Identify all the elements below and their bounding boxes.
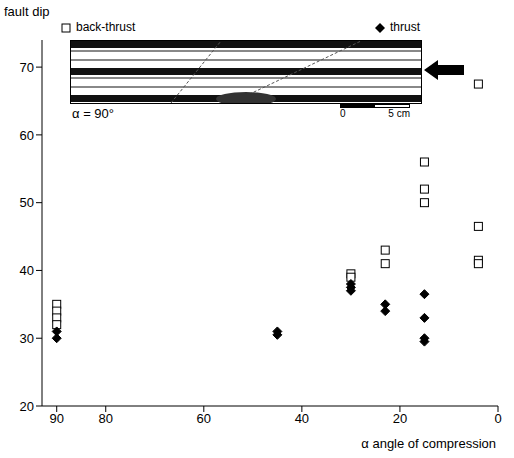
svg-text:20: 20	[393, 411, 407, 426]
html-text:thrust: thrust	[390, 20, 420, 34]
html-text:back-thrust: back-thrust	[76, 20, 136, 34]
html-text:5 cm: 5 cm	[388, 108, 410, 119]
svg-text:50: 50	[20, 195, 34, 210]
svg-text:60: 60	[20, 128, 34, 143]
svg-text:α angle of compression: α angle of compression	[361, 436, 496, 451]
svg-text:70: 70	[20, 60, 34, 75]
html-text:α = 90°: α = 90°	[72, 106, 114, 121]
svg-text:20: 20	[20, 399, 34, 414]
svg-text:40: 40	[20, 263, 34, 278]
svg-text:40: 40	[295, 411, 309, 426]
svg-text:30: 30	[20, 331, 34, 346]
svg-text:90: 90	[49, 411, 63, 426]
svg-text:80: 80	[99, 411, 113, 426]
svg-text:60: 60	[197, 411, 211, 426]
svg-text:0: 0	[494, 411, 501, 426]
html-text:0: 0	[340, 108, 346, 119]
html-text:fault dip: fault dip	[4, 4, 50, 19]
